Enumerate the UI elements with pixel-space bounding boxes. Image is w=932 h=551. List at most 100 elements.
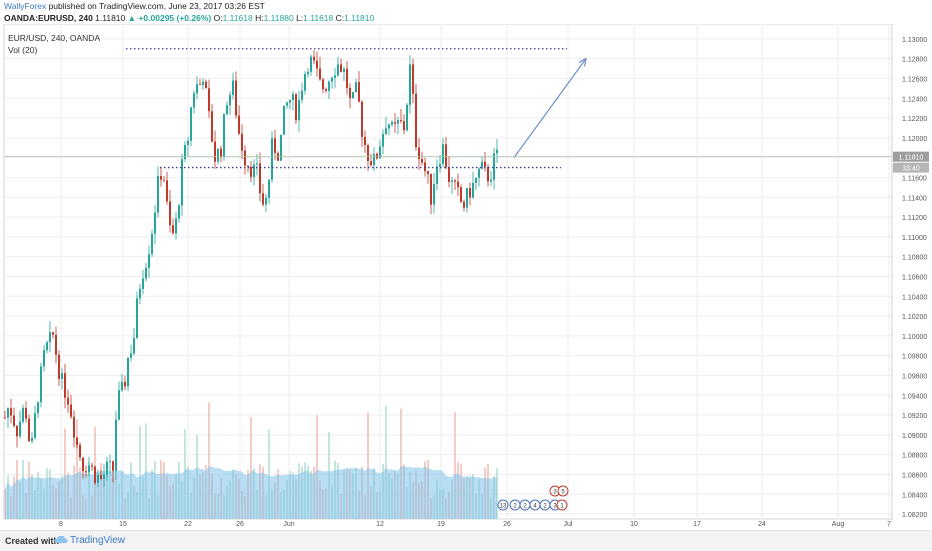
candle-body [292,94,294,101]
x-tick-label: 24 [758,521,766,528]
candle-body [229,95,231,106]
candle-body [112,461,114,471]
candle-body [214,141,216,162]
candle-body [358,82,360,102]
candle-body [103,474,105,479]
candle-body [184,145,186,160]
close-value: 1.11810 [344,13,375,23]
candle-body [400,120,402,122]
candle-body [127,357,129,387]
candle-body [355,82,357,93]
candle-body [241,133,243,151]
volume-bar [400,408,402,519]
candle-body [73,416,75,438]
candle-body [298,99,300,121]
candle-body [37,402,39,414]
footer-bar: Created with TradingView [0,530,932,551]
candle-body [334,75,336,78]
y-tick-label: 1.09200 [902,413,927,420]
publish-line: WallyForex published on TradingView.com,… [4,1,265,12]
candle-body [433,184,435,205]
candle-body [439,164,441,167]
volume-bar [385,405,387,519]
candle-body [445,144,447,168]
event-marker: 2 [509,499,521,511]
candle-body [313,56,315,61]
candle-body [412,64,414,94]
candle-body [460,187,462,202]
x-tick-label: 12 [376,521,384,528]
candle-body [346,68,348,88]
candle-body [283,105,285,135]
candle-body [427,171,429,174]
volume-bar [454,412,456,519]
publish-info: published on TradingView.com, June 23, 2… [48,1,265,11]
candle-body [361,101,363,137]
candle-body [280,134,282,161]
candle-body [109,461,111,463]
candle-body [409,64,411,105]
candle-body [244,150,246,166]
candle-body [40,366,42,403]
volume-ma-area [5,466,497,519]
y-tick-label: 1.12200 [902,116,927,123]
candle-body [406,104,408,131]
event-marker-circle [556,499,568,511]
candle-body [208,88,210,112]
candle-body [118,390,120,420]
candle-body [43,350,45,367]
candle-body [91,465,93,467]
candle-body [151,233,153,255]
candle-body [319,68,321,80]
candle-body [253,164,255,177]
author-link[interactable]: WallyForex [4,1,47,11]
y-tick-label: 1.12600 [902,76,927,83]
candle-body [166,180,168,202]
symbol-label: OANDA:EURUSD, 240 [4,13,93,23]
candle-body [304,74,306,91]
volume-bar [76,419,78,519]
event-marker: 4 [529,499,541,511]
candle-body [4,417,6,419]
candle-body [490,179,492,182]
quote-line: OANDA:EURUSD, 240 1.11810 ▲ +0.00295 (+0… [4,13,374,24]
candle-body [442,144,444,165]
high-value: 1.11880 [263,13,294,23]
candle-body [316,60,318,69]
volume-bar [268,429,270,519]
series-legend: EUR/USD, 240, OANDA [8,33,101,43]
tradingview-brand[interactable]: TradingView [70,535,126,546]
candle-body [121,381,123,391]
event-marker: 1 [556,499,568,511]
y-tick-label: 1.10800 [902,255,927,262]
volume-layer [4,402,498,519]
candle-body [376,153,378,159]
close-label: C: [335,13,345,23]
candle-body [157,176,159,213]
y-tick-label: 1.10000 [902,334,927,341]
y-tick-label: 1.11000 [902,235,927,242]
price-chart[interactable]: 1.13000 1.12800 1.12600 1.12400 1.12200 1.120… [0,24,932,530]
candle-body [142,278,144,289]
candle-body [274,138,276,153]
low-value: 1.11618 [303,13,334,23]
candle-body [232,80,234,96]
candle-body [133,337,135,354]
y-tick-label: 1.09600 [902,373,927,380]
x-tick-label: 10 [630,521,638,528]
chart-legend: EUR/USD, 240, OANDA Vol (20) [8,32,100,56]
candle-body [76,437,78,445]
candle-body [130,353,132,358]
event-marker: 13 [497,499,509,511]
event-marker-label: 3 [553,490,557,496]
candle-body [13,415,15,426]
candle-body [436,166,438,185]
candle-body [217,148,219,162]
candle-body [349,87,351,98]
candle-body [328,81,330,91]
event-marker-label: 3 [553,504,557,510]
candle-body [259,163,261,194]
candle-body [58,354,60,380]
candle-body [181,159,183,206]
candle-body [247,165,249,167]
